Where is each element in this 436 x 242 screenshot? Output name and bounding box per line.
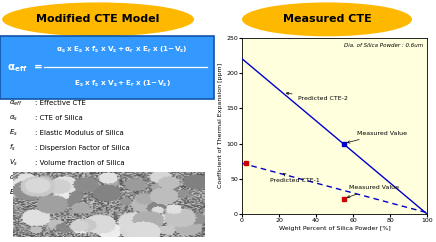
Text: $\mathbf{E_s\ x\ f_s\ x\ V_s + E_r\ x\ (1\!-\!V_s)}$: $\mathbf{E_s\ x\ f_s\ x\ V_s + E_r\ x\ (… — [74, 78, 170, 89]
Text: : CTE of Silica: : CTE of Silica — [35, 115, 83, 121]
Text: $V_s$: $V_s$ — [9, 158, 18, 168]
Text: $\alpha_r$: $\alpha_r$ — [9, 174, 17, 183]
Text: : Volume fraction of Silica: : Volume fraction of Silica — [35, 160, 125, 166]
Text: Measured Value: Measured Value — [347, 185, 399, 198]
Text: $\alpha_{eff}$: $\alpha_{eff}$ — [9, 99, 22, 108]
Ellipse shape — [242, 2, 412, 36]
Text: : Elastic Modulus of Resin: : Elastic Modulus of Resin — [35, 190, 124, 196]
Ellipse shape — [2, 2, 194, 36]
X-axis label: Weight Percent of Silica Powder [%]: Weight Percent of Silica Powder [%] — [279, 226, 391, 231]
Text: Measured Value: Measured Value — [347, 131, 407, 143]
Text: $E_s$: $E_s$ — [9, 128, 17, 138]
FancyBboxPatch shape — [0, 36, 214, 99]
Text: : CTE of Resin: : CTE of Resin — [35, 175, 83, 181]
Text: Predicted CTE-1: Predicted CTE-1 — [270, 174, 320, 183]
Text: Dia. of Silica Powder : 0.6um: Dia. of Silica Powder : 0.6um — [344, 43, 424, 48]
Text: Measured CTE: Measured CTE — [283, 14, 371, 24]
Y-axis label: Coefficient of Thermal Expansion [ppm]: Coefficient of Thermal Expansion [ppm] — [218, 63, 223, 189]
Text: $\alpha_s$: $\alpha_s$ — [9, 114, 18, 123]
Text: Predicted CTE-2: Predicted CTE-2 — [286, 92, 347, 101]
Text: $\mathbf{\alpha_{eff}}$  =: $\mathbf{\alpha_{eff}}$ = — [7, 62, 42, 74]
Text: $\mathbf{\alpha_s\ x\ E_s\ x\ f_s\ x\ V_s + \alpha_r\ x\ E_r\ x\ (1\!-\!V_s)}$: $\mathbf{\alpha_s\ x\ E_s\ x\ f_s\ x\ V_… — [56, 45, 188, 55]
Text: : Effective CTE: : Effective CTE — [35, 100, 86, 106]
Text: : Elastic Modulus of Silica: : Elastic Modulus of Silica — [35, 130, 124, 136]
Text: Modified CTE Model: Modified CTE Model — [37, 14, 160, 24]
Text: : Dispersion Factor of Silica: : Dispersion Factor of Silica — [35, 145, 129, 151]
Text: $f_s$: $f_s$ — [9, 143, 16, 153]
Text: $E_r$: $E_r$ — [9, 188, 17, 198]
